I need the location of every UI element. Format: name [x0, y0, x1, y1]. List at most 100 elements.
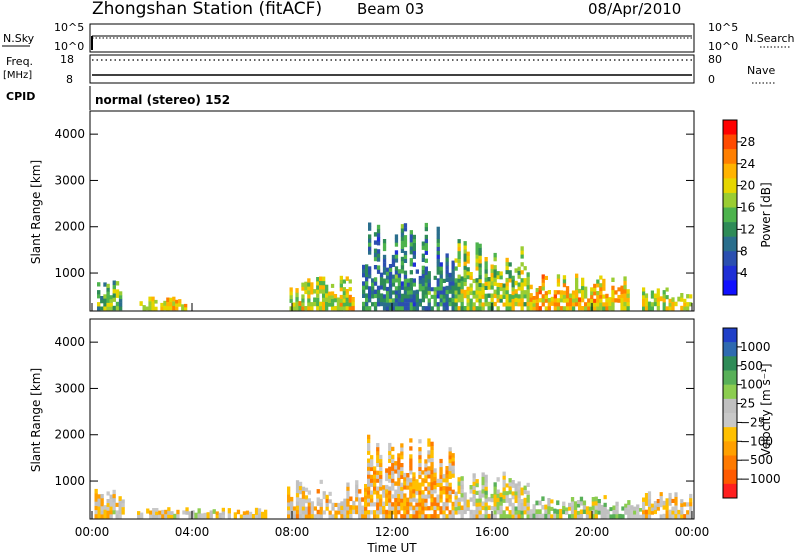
data-cell: [573, 505, 578, 510]
data-cell: [547, 506, 551, 511]
data-cell: [463, 509, 467, 515]
data-cell: [261, 514, 265, 519]
data-cell: [683, 298, 687, 303]
data-cell: [642, 295, 646, 300]
data-cell: [403, 282, 408, 287]
data-cell: [578, 288, 582, 294]
data-cell: [617, 298, 621, 303]
data-cell: [600, 504, 604, 510]
data-cell: [365, 268, 369, 273]
data-cell: [466, 499, 470, 504]
data-cell: [439, 470, 443, 475]
data-cell: [508, 514, 512, 519]
data-cell: [409, 458, 413, 463]
data-cell: [460, 284, 464, 290]
data-cell: [511, 298, 515, 303]
data-cell: [409, 282, 413, 287]
data-cell: [118, 306, 123, 311]
data-cell: [118, 302, 123, 307]
data-cell: [415, 514, 419, 519]
data-cell: [520, 294, 524, 299]
data-cell: [325, 293, 329, 298]
data-cell: [345, 301, 349, 307]
data-cell: [307, 282, 311, 287]
data-cell: [351, 301, 355, 306]
data-cell: [623, 280, 627, 286]
data-cell: [665, 295, 669, 300]
data-cell: [418, 455, 422, 460]
data-cell: [319, 498, 323, 503]
data-cell: [342, 298, 346, 303]
data-cell: [400, 490, 404, 495]
data-cell: [418, 498, 422, 503]
colorbar-tick-label: −500: [740, 453, 773, 467]
data-cell: [668, 298, 672, 303]
data-cell: [647, 514, 652, 519]
data-cell: [433, 509, 437, 515]
data-cell: [454, 306, 458, 311]
data-cell: [481, 484, 485, 490]
data-cell: [382, 270, 387, 275]
data-cell: [424, 471, 428, 476]
data-cell: [362, 273, 366, 278]
data-cell: [484, 514, 488, 519]
data-cell: [599, 294, 603, 299]
data-cell: [215, 514, 219, 519]
data-cell: [397, 457, 401, 462]
data-cell: [499, 501, 503, 506]
data-cell: [463, 281, 467, 287]
data-cell: [430, 481, 434, 487]
data-cell: [451, 461, 455, 466]
data-cell: [310, 513, 314, 519]
data-cell: [103, 302, 107, 307]
data-cell: [579, 496, 584, 502]
data-cell: [609, 507, 613, 512]
data-cell: [581, 289, 585, 295]
data-cell: [535, 500, 539, 506]
data-cell: [290, 501, 294, 506]
data-cell: [484, 506, 488, 511]
data-cell: [547, 498, 551, 503]
data-cell: [659, 514, 663, 519]
data-cell: [376, 228, 381, 234]
data-cell: [287, 502, 291, 507]
data-cell: [200, 513, 204, 519]
data-cell: [346, 502, 350, 507]
data-cell: [391, 478, 395, 483]
data-cell: [388, 470, 392, 475]
data-cell: [556, 274, 561, 279]
data-cell: [406, 290, 411, 295]
data-cell: [433, 489, 437, 494]
data-cell: [439, 462, 443, 468]
data-cell: [620, 293, 624, 299]
data-cell: [403, 274, 408, 279]
data-cell: [325, 288, 329, 294]
data-cell: [499, 294, 503, 299]
data-cell: [406, 302, 411, 307]
data-cell: [295, 296, 299, 302]
data-cell: [233, 512, 237, 519]
data-cell: [517, 481, 521, 486]
data-cell: [689, 506, 693, 511]
data-cell: [505, 294, 509, 299]
data-cell: [605, 293, 609, 299]
data-cell: [514, 510, 518, 515]
data-cell: [337, 502, 341, 507]
data-cell: [118, 500, 122, 506]
data-cell: [680, 293, 684, 298]
data-cell: [298, 510, 303, 515]
data-cell: [301, 490, 306, 495]
data-cell: [322, 297, 326, 302]
data-cell: [382, 239, 387, 244]
data-cell: [418, 494, 422, 499]
data-cell: [403, 505, 407, 511]
data-cell: [424, 222, 428, 228]
data-cell: [148, 305, 152, 311]
data-cell: [325, 506, 329, 511]
data-cell: [403, 497, 407, 502]
data-cell: [409, 246, 413, 251]
data-cell: [433, 302, 437, 307]
colorbar-tick-label: 1000: [740, 340, 771, 354]
data-cell: [367, 462, 371, 467]
data-cell: [348, 298, 352, 303]
